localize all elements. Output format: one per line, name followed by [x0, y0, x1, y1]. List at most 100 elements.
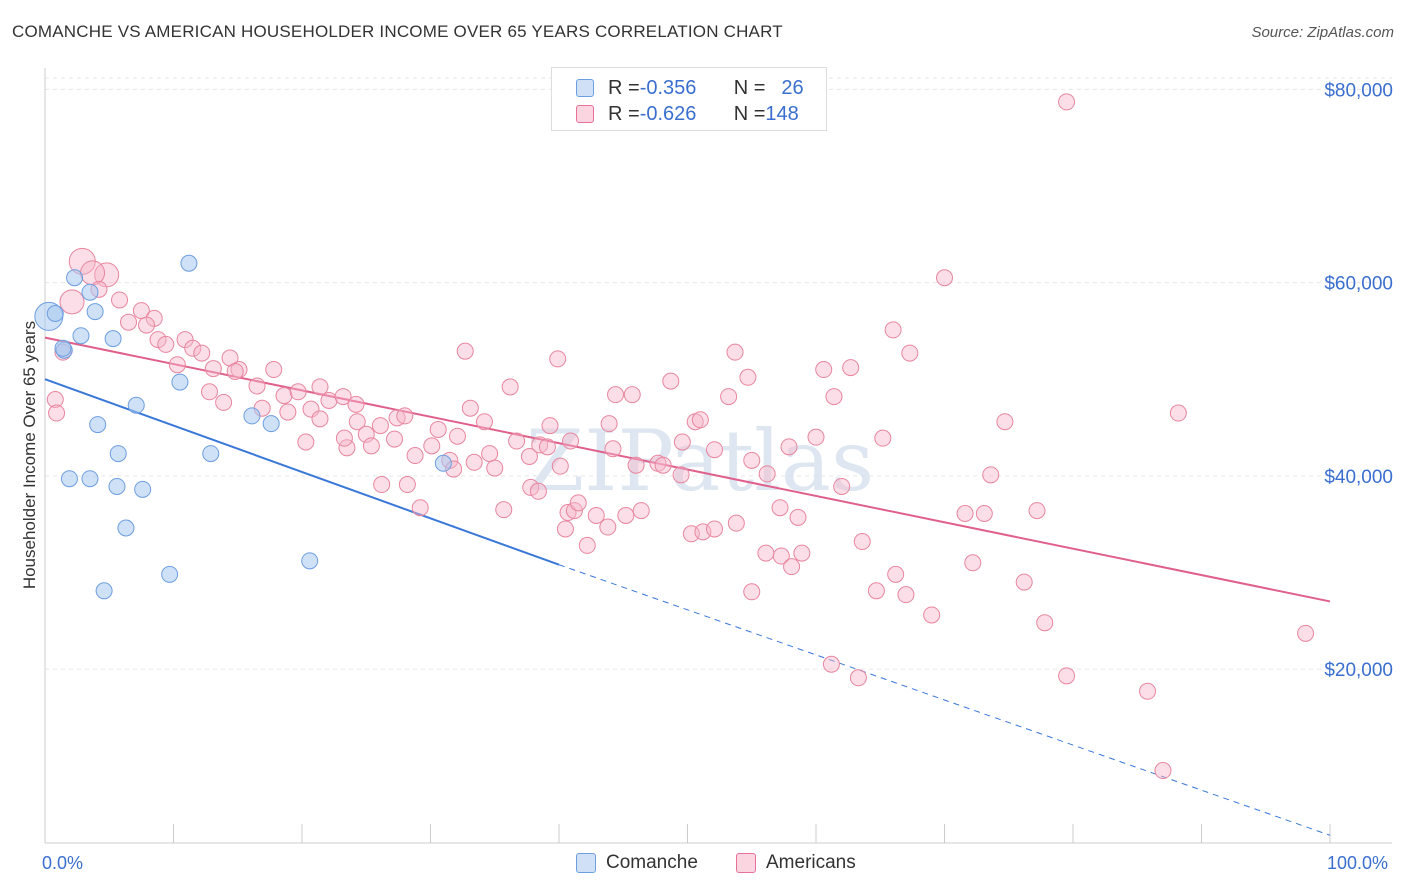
point-americans [520, 448, 538, 465]
point-americans [720, 388, 738, 406]
point-americans [215, 393, 233, 411]
point-comanche [161, 565, 179, 583]
point-americans [386, 430, 404, 448]
y-tick-label: $60,000 [1324, 274, 1393, 295]
legend-swatch-americans [576, 105, 594, 123]
point-comanche [434, 454, 452, 472]
point-americans [772, 547, 790, 565]
point-comanche [72, 327, 90, 345]
point-americans [780, 438, 798, 456]
point-americans [662, 372, 680, 390]
point-americans [461, 399, 479, 417]
point-americans [565, 502, 583, 520]
point-americans [508, 432, 526, 450]
point-americans [486, 459, 504, 477]
point-americans [901, 344, 919, 362]
point-americans [373, 476, 391, 494]
point-comanche [81, 470, 99, 488]
point-americans [887, 565, 905, 583]
point-americans [204, 360, 222, 378]
point-americans [705, 520, 723, 538]
bottom-legend-swatch-americans [736, 853, 756, 873]
point-comanche [117, 519, 135, 537]
point-americans [964, 554, 982, 572]
legend-n-label: N = [733, 102, 766, 125]
point-americans [168, 356, 186, 374]
point-americans [874, 429, 892, 447]
legend-r-label: R = [608, 102, 640, 125]
point-americans [475, 413, 493, 431]
point-americans [825, 388, 843, 406]
point-americans [120, 313, 138, 331]
point-comanche [104, 330, 122, 348]
point-americans [406, 447, 424, 465]
point-americans [923, 606, 941, 624]
bottom-legend-americans: Americans [736, 852, 856, 874]
point-americans [289, 383, 307, 401]
legend-row-comanche: R = -0.356 N = 26 [576, 76, 804, 100]
correlation-legend: R = -0.356 N = 26 R = -0.626 N = 148 [551, 67, 827, 131]
point-americans [297, 433, 315, 451]
legend-swatch-comanche [576, 79, 594, 97]
point-americans [59, 289, 85, 315]
point-americans [996, 413, 1014, 431]
point-americans [1297, 624, 1315, 642]
point-americans [200, 383, 218, 401]
point-americans [1015, 573, 1033, 591]
point-americans [673, 433, 691, 451]
point-americans [429, 420, 447, 438]
y-tick-labels: $20,000 $40,000 $60,000 $80,000 [1324, 80, 1393, 681]
point-americans [705, 441, 723, 459]
point-americans [411, 499, 429, 517]
point-americans [607, 386, 625, 404]
point-americans [311, 410, 329, 428]
point-americans [815, 361, 833, 379]
point-americans [248, 377, 266, 395]
point-americans [465, 453, 483, 471]
x-tick-label-max: 100.0% [1327, 853, 1389, 873]
point-americans [556, 520, 574, 538]
point-americans [897, 586, 915, 604]
point-americans [1058, 93, 1076, 111]
point-americans [320, 391, 338, 409]
legend-r-value: -0.356 [639, 76, 697, 99]
legend-row-americans: R = -0.626 N = 148 [576, 102, 799, 126]
point-comanche [262, 415, 280, 433]
point-americans [398, 476, 416, 494]
point-americans [936, 269, 953, 287]
point-americans [654, 456, 672, 474]
y-tick-label: $40,000 [1324, 467, 1393, 488]
point-americans [587, 506, 605, 524]
point-americans [727, 514, 745, 532]
point-americans [138, 316, 156, 334]
point-comanche [109, 445, 127, 463]
point-americans [793, 544, 811, 562]
point-americans [691, 411, 709, 429]
point-americans [501, 378, 519, 396]
point-americans [495, 501, 513, 519]
point-americans [783, 558, 801, 576]
point-comanche [180, 254, 198, 272]
point-americans [347, 395, 365, 413]
point-americans [672, 466, 690, 484]
point-americans [1154, 762, 1172, 780]
point-comanche [86, 303, 104, 321]
point-americans [569, 494, 587, 512]
point-comanche [95, 582, 113, 600]
point-comanche [54, 339, 72, 357]
point-americans [184, 339, 202, 357]
point-americans [549, 350, 567, 368]
point-americans [578, 536, 596, 554]
point-comanche [46, 304, 64, 322]
point-americans [842, 359, 860, 377]
point-americans [226, 362, 244, 380]
point-americans [265, 361, 283, 379]
point-americans [348, 413, 366, 431]
point-americans [849, 669, 867, 687]
point-comanche [60, 470, 78, 488]
point-americans [275, 387, 293, 405]
bottom-legend-label-comanche: Comanche [606, 852, 698, 873]
point-americans [975, 505, 993, 523]
point-americans [757, 544, 775, 562]
point-comanche [89, 416, 107, 434]
